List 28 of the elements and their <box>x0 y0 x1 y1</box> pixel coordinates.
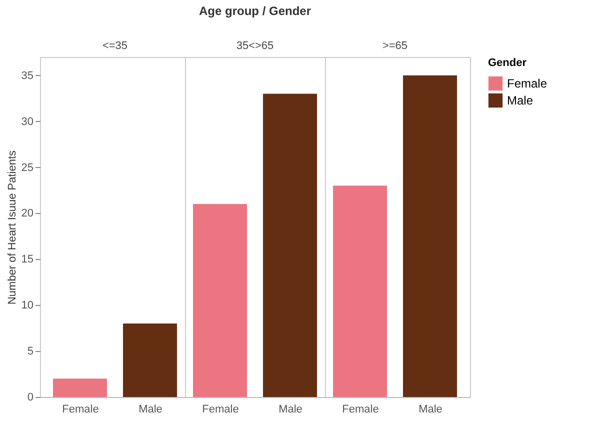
bar <box>403 75 457 397</box>
legend-label: Male <box>507 94 534 108</box>
bar <box>123 323 177 397</box>
y-tick-label: 35 <box>21 70 34 82</box>
x-axis-title: Age group / Gender <box>198 4 312 18</box>
text: Male <box>138 404 162 416</box>
x-tick-label: >=65 <box>382 40 408 52</box>
y-tick-label: 5 <box>27 346 34 358</box>
x-tick-label: 35<>65 <box>236 40 274 52</box>
y-tick-label: 30 <box>21 116 34 128</box>
y-tick-label: 0 <box>27 392 34 404</box>
bar <box>333 186 387 397</box>
text: Male <box>278 404 302 416</box>
bar <box>263 94 317 397</box>
bar <box>193 204 247 397</box>
x-tick-label: <=35 <box>102 40 128 52</box>
text: Female <box>202 404 239 416</box>
y-tick-label: 15 <box>21 254 34 266</box>
y-tick-label: 20 <box>21 208 34 220</box>
y-axis-title: Number of Heart Isuue Patients <box>6 150 18 305</box>
bar <box>53 378 107 397</box>
y-tick-label: 10 <box>21 300 34 312</box>
y-tick-label: 25 <box>21 162 34 174</box>
text: Female <box>342 404 379 416</box>
legend-label: Female <box>507 76 548 90</box>
legend-title: Gender <box>488 57 528 69</box>
text: Male <box>418 404 442 416</box>
text: Female <box>62 404 99 416</box>
